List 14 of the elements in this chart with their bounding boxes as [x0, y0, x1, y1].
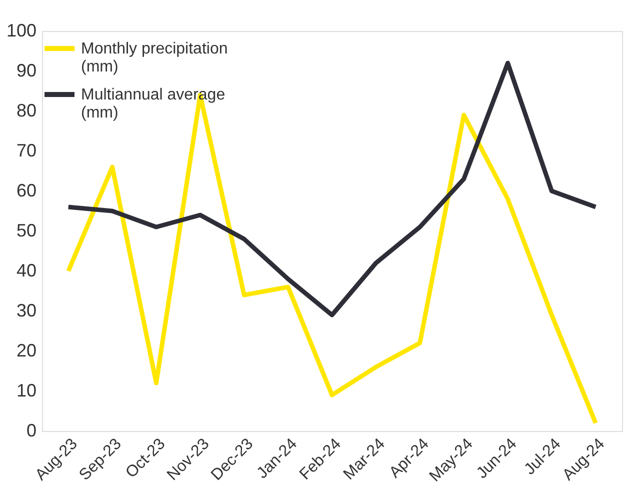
y-tick-label: 50 — [16, 220, 36, 240]
y-tick-label: 100 — [6, 20, 36, 40]
y-tick-label: 70 — [16, 140, 36, 160]
y-tick-label: 90 — [16, 60, 36, 80]
y-tick-label: 40 — [16, 260, 36, 280]
y-tick-label: 80 — [16, 100, 36, 120]
legend-label: Monthly precipitation (mm) — [81, 40, 228, 76]
y-tick-label: 30 — [16, 300, 36, 320]
y-tick-label: 60 — [16, 180, 36, 200]
y-tick-label: 10 — [16, 380, 36, 400]
y-tick-label: 0 — [26, 420, 36, 440]
legend-label: Multiannual average (mm) — [81, 86, 226, 122]
y-tick-label: 20 — [16, 340, 36, 360]
line-series — [66, 60, 598, 318]
